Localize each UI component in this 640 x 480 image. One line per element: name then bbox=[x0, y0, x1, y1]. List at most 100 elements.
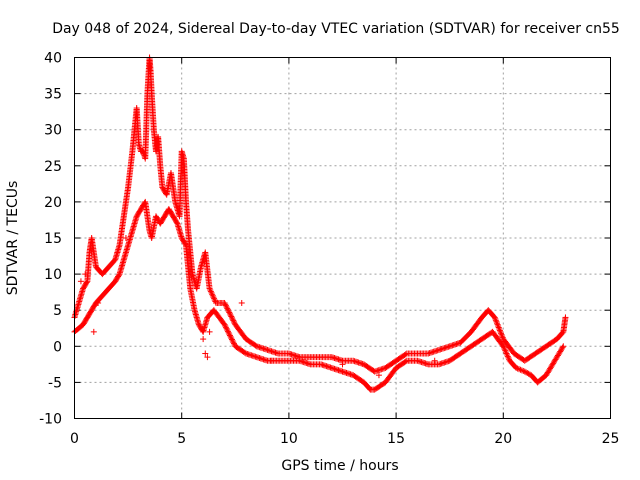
data-point bbox=[402, 351, 409, 358]
data-point bbox=[224, 327, 231, 334]
data-point bbox=[339, 361, 346, 368]
grid-lines bbox=[74, 57, 611, 419]
data-point bbox=[211, 295, 218, 302]
data-point bbox=[513, 364, 520, 371]
y-tick-label: 25 bbox=[44, 159, 62, 175]
data-point bbox=[207, 286, 214, 293]
data-point bbox=[497, 328, 504, 335]
data-point bbox=[501, 346, 508, 353]
data-point bbox=[228, 336, 235, 343]
y-tick-label: 30 bbox=[44, 123, 62, 139]
data-point bbox=[225, 329, 232, 336]
data-point bbox=[492, 317, 499, 324]
data-point bbox=[495, 323, 502, 330]
data-point bbox=[222, 322, 229, 329]
x-tick-label: 25 bbox=[602, 431, 620, 447]
data-point bbox=[491, 314, 498, 321]
x-tick-label: 10 bbox=[280, 431, 298, 447]
y-axis-title: SDTVAR / TECUs bbox=[5, 181, 21, 296]
data-point bbox=[520, 367, 527, 374]
data-point bbox=[228, 335, 235, 342]
data-point bbox=[208, 289, 215, 296]
data-point bbox=[211, 297, 218, 304]
data-point bbox=[227, 333, 234, 340]
data-point bbox=[221, 299, 228, 306]
data-point bbox=[209, 291, 216, 298]
y-tick-label: -5 bbox=[48, 375, 62, 391]
y-tick-label: 20 bbox=[44, 195, 62, 211]
data-point bbox=[494, 321, 501, 328]
data-point bbox=[82, 271, 89, 278]
y-tick-label: 40 bbox=[44, 51, 62, 67]
y-tick-label: 35 bbox=[44, 87, 62, 103]
data-point bbox=[182, 241, 189, 248]
data-point bbox=[206, 328, 213, 335]
data-point bbox=[562, 314, 569, 321]
data-point bbox=[505, 354, 512, 361]
data-point bbox=[77, 278, 84, 285]
x-axis-title: GPS time / hours bbox=[281, 458, 398, 474]
x-tick-label: 20 bbox=[494, 431, 512, 447]
data-point bbox=[83, 279, 90, 286]
data-point bbox=[227, 312, 234, 319]
data-point bbox=[223, 325, 230, 332]
data-point bbox=[498, 330, 505, 337]
data-point bbox=[230, 317, 237, 324]
data-point bbox=[224, 305, 231, 312]
x-tick-labels: 0 5 10 15 20 25 bbox=[70, 431, 619, 447]
data-point bbox=[226, 332, 233, 339]
data-point bbox=[209, 292, 216, 299]
data-point bbox=[516, 366, 523, 373]
data-point bbox=[524, 370, 531, 377]
data-point bbox=[495, 324, 502, 331]
data-point bbox=[559, 344, 566, 351]
y-tick-label: 10 bbox=[44, 267, 62, 283]
data-point bbox=[502, 349, 509, 356]
data-point bbox=[210, 294, 217, 301]
x-tick-label: 0 bbox=[70, 431, 79, 447]
data-point bbox=[492, 315, 499, 322]
data-point bbox=[504, 351, 511, 358]
data-point bbox=[504, 353, 511, 360]
data-point bbox=[523, 369, 530, 376]
data-point bbox=[402, 358, 409, 365]
data-point bbox=[230, 339, 237, 346]
data-point bbox=[224, 306, 231, 313]
data-point bbox=[493, 318, 500, 325]
data-point bbox=[206, 285, 213, 292]
data-point bbox=[494, 320, 501, 327]
data-point bbox=[431, 357, 438, 364]
data-point bbox=[114, 249, 121, 256]
y-tick-labels: -10 -5 0 5 10 15 20 25 30 35 40 bbox=[39, 51, 62, 428]
x-tick-label: 5 bbox=[177, 431, 186, 447]
data-point bbox=[222, 324, 229, 331]
data-point bbox=[252, 342, 259, 349]
data-point bbox=[560, 343, 567, 350]
data-point bbox=[122, 235, 129, 241]
data-point bbox=[496, 327, 503, 334]
data-point bbox=[225, 308, 232, 315]
data-point bbox=[222, 301, 229, 308]
data-point bbox=[204, 354, 211, 361]
data-point bbox=[226, 310, 233, 317]
data-point bbox=[229, 316, 236, 323]
data-point bbox=[95, 299, 102, 306]
data-point bbox=[221, 321, 228, 328]
y-tick-label: 15 bbox=[44, 231, 62, 247]
data-point bbox=[375, 372, 382, 379]
data-point bbox=[503, 350, 510, 357]
y-tick-label: -10 bbox=[39, 412, 62, 428]
y-tick-label: 0 bbox=[53, 339, 62, 355]
chart-title: Day 048 of 2024, Sidereal Day-to-day VTE… bbox=[52, 21, 620, 37]
data-point bbox=[226, 331, 233, 338]
data-point bbox=[238, 299, 245, 306]
data-point bbox=[226, 309, 233, 316]
data-markers bbox=[71, 54, 569, 393]
y-tick-label: 5 bbox=[53, 303, 62, 319]
data-point bbox=[499, 334, 506, 341]
data-point bbox=[115, 272, 122, 279]
data-point bbox=[90, 328, 97, 335]
data-point bbox=[521, 368, 528, 375]
data-point bbox=[202, 350, 209, 357]
